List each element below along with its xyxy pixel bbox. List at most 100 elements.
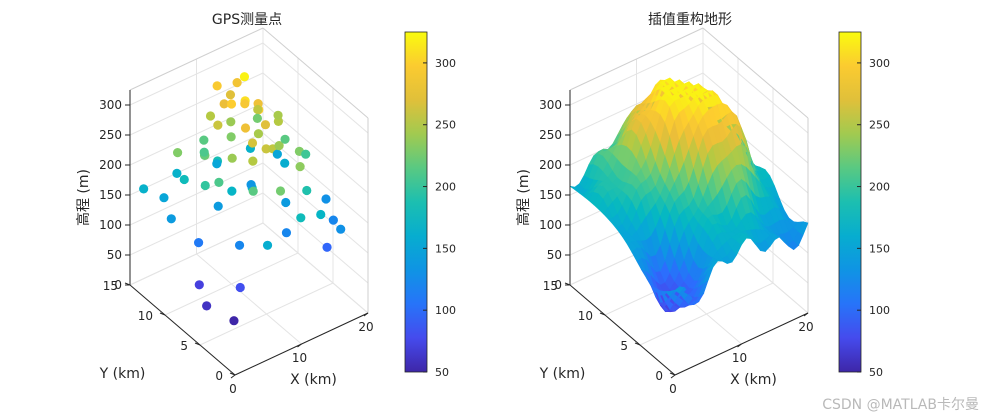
x-axis-label: X (km) [730, 372, 777, 388]
z-tick-label: 200 [99, 158, 122, 172]
y-tick-label: 5 [620, 339, 628, 353]
scatter-point [253, 129, 264, 139]
scatter-point [194, 238, 204, 248]
scatter-point [234, 240, 245, 250]
scatter-point [227, 186, 237, 196]
scatter-point [179, 174, 189, 185]
y-axis-label: Y (km) [99, 366, 146, 382]
scatter-point [322, 242, 332, 252]
colorbar [404, 31, 428, 373]
y-tick-mark [194, 342, 201, 346]
x-tick-label: 20 [358, 320, 373, 334]
x-tick-label: 10 [292, 351, 307, 365]
x-tick-label: 20 [798, 320, 813, 334]
colorbar-tick-label: 100 [435, 304, 456, 317]
y-tick-mark [634, 342, 641, 346]
scatter-point [199, 135, 209, 145]
scatter-point [260, 120, 271, 130]
y-tick-label: 10 [138, 309, 153, 323]
scatter-point [328, 215, 338, 225]
z-tick-label: 150 [539, 188, 562, 202]
scatter-point [194, 280, 204, 290]
scatter-point [212, 159, 222, 169]
scatter-point [199, 147, 209, 157]
scatter-point [139, 184, 149, 194]
scatter-point [321, 194, 331, 204]
colorbar-tick-label: 200 [435, 181, 456, 194]
colorbar-tick-label: 50 [869, 366, 883, 379]
y-axis-label: Y (km) [539, 366, 586, 382]
scatter-point [202, 301, 212, 311]
z-tick-label: 300 [539, 98, 562, 112]
scatter-point [262, 240, 273, 250]
y-tick-mark [159, 312, 166, 316]
scatter-point [159, 193, 169, 203]
z-tick-label: 50 [547, 248, 562, 262]
scatter-point [247, 138, 258, 148]
y-tick-label: 10 [578, 309, 593, 323]
x-tick-label: 0 [229, 382, 237, 396]
y-axis-line [569, 284, 676, 376]
z-tick-label: 50 [107, 248, 122, 262]
scatter-point [301, 149, 311, 159]
x-axis-label: X (km) [290, 372, 337, 388]
chart-title: 插值重构地形 [648, 12, 732, 28]
scatter-point [212, 81, 222, 91]
z-tick-label: 0 [554, 278, 562, 292]
scatter-point [173, 148, 183, 158]
scatter-point [200, 180, 210, 191]
scatter-point [239, 72, 250, 82]
colorbar-tick-label: 250 [435, 119, 456, 132]
y-tick-mark [599, 312, 606, 316]
scatter-point [253, 104, 263, 115]
colorbar-tick-label: 250 [869, 119, 890, 132]
z-tick-label: 0 [114, 278, 122, 292]
y-tick-label: 0 [655, 369, 663, 383]
chart-title: GPS测量点 [212, 12, 282, 28]
surface-patch [798, 221, 809, 236]
scatter-point [280, 158, 290, 168]
y-tick-mark [669, 372, 676, 376]
scatter-point [232, 78, 242, 88]
scatter-point [226, 99, 237, 109]
scatter-point [274, 141, 284, 151]
scatter-point [261, 144, 271, 154]
scatter-point [248, 186, 258, 196]
scatter-point [172, 168, 182, 178]
scatter-point [214, 177, 224, 187]
scatter-point [226, 132, 236, 142]
scatter-point [280, 134, 290, 144]
colorbar-tick-label: 200 [869, 181, 890, 194]
scatter-point [235, 282, 245, 293]
scatter-point [302, 185, 312, 196]
scatter-point [281, 228, 292, 238]
colorbar [838, 31, 862, 373]
scatter-point [227, 153, 237, 163]
z-axis-label: 高程 (m) [75, 169, 92, 226]
z-tick-label: 100 [99, 218, 122, 232]
scatter-point [213, 120, 223, 130]
scatter-point [296, 213, 306, 223]
scatter-point [272, 149, 282, 159]
colorbar-tick-label: 150 [435, 242, 456, 255]
z-tick-label: 250 [99, 128, 122, 142]
z-tick-label: 200 [539, 158, 562, 172]
y-tick-label: 15 [543, 279, 558, 293]
scatter-point [273, 110, 283, 120]
scatter-point [229, 316, 239, 326]
z-tick-label: 100 [539, 218, 562, 232]
scatter-point [219, 99, 229, 109]
colorbar-tick-label: 100 [869, 304, 890, 317]
scatter-point [240, 99, 250, 109]
x-tick-label: 10 [732, 351, 747, 365]
scatter-point [275, 186, 286, 196]
scatter-point [316, 209, 326, 220]
x-tick-mark [803, 312, 809, 317]
x-tick-mark [670, 374, 676, 379]
colorbar-tick-label: 50 [435, 366, 449, 379]
scatter-point [225, 90, 236, 100]
colorbar-tick-label: 150 [869, 242, 890, 255]
y-tick-label: 5 [180, 339, 188, 353]
